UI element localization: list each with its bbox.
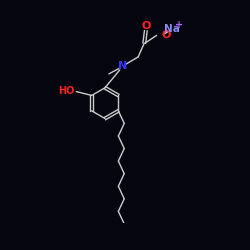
Text: N: N xyxy=(118,61,127,71)
Text: Na: Na xyxy=(164,24,180,34)
Text: O: O xyxy=(141,21,150,31)
Text: +: + xyxy=(175,20,183,30)
Text: O: O xyxy=(161,30,170,40)
Text: HO: HO xyxy=(58,86,75,96)
